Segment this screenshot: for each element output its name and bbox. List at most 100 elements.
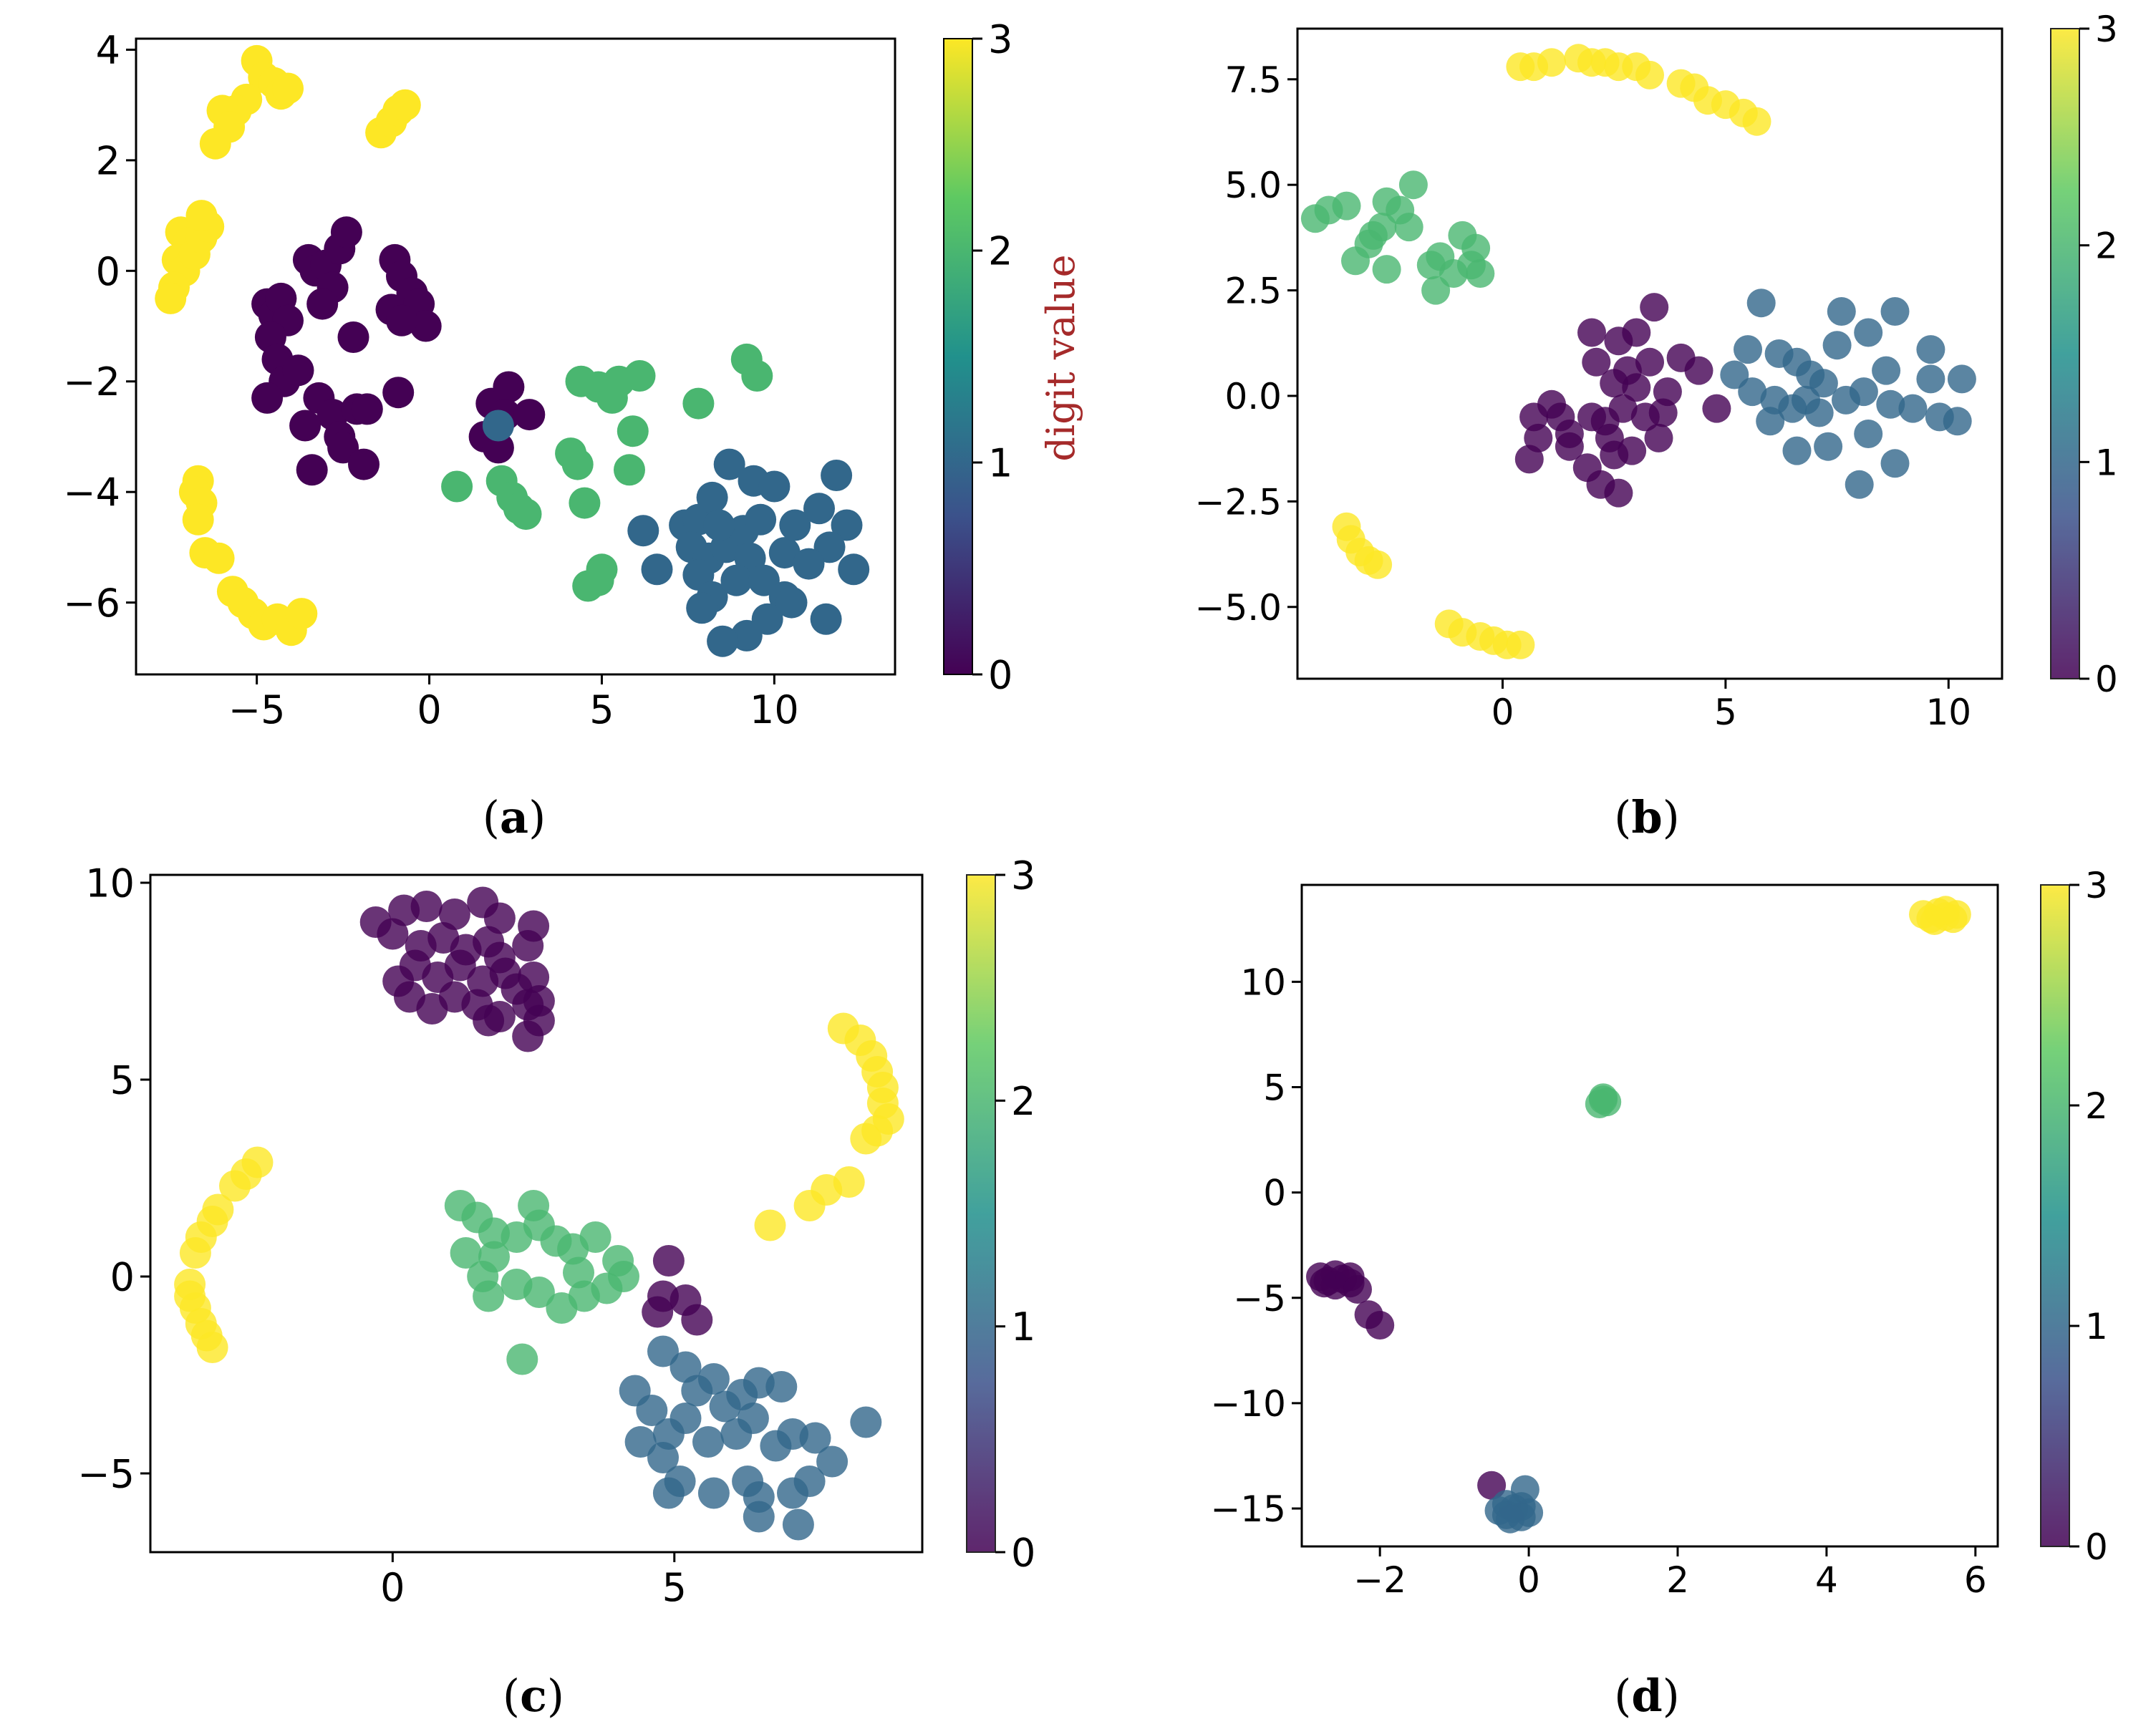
panel-c-point [799, 1422, 831, 1454]
panel-a-point [272, 72, 304, 105]
panel-c-point [636, 1395, 668, 1426]
panel-d-point [1589, 1083, 1618, 1113]
panel-d-x-tick-label: 2 [1666, 1559, 1689, 1601]
panel-a-point [185, 200, 218, 232]
panel-b-point [1738, 377, 1767, 407]
panel-a-point [745, 503, 777, 536]
panel-d-points [1306, 896, 1971, 1534]
panel-b-point [1439, 259, 1468, 288]
panel-c-point [483, 902, 516, 934]
panel-a-y-tick-label: 2 [96, 138, 120, 183]
panel-a-x-tick-label: −5 [228, 687, 286, 732]
panel-a-point [441, 470, 473, 503]
panel-a-colorbar-tick-label: 3 [988, 16, 1012, 62]
panel-a-caption-letter: a [500, 791, 528, 843]
panel-c-point [444, 949, 476, 982]
panel-a-point [779, 509, 811, 541]
panel-a-point [775, 586, 808, 619]
panel-a-point [617, 415, 649, 447]
panel-b-point [1421, 276, 1451, 305]
panel-a-point [330, 216, 362, 248]
panel-b-point [1782, 436, 1812, 465]
panel-a-x-tick-label: 10 [750, 687, 799, 732]
panel-a-points [155, 44, 870, 657]
panel-a-point [561, 448, 594, 480]
panel-c-colorbar-tick-label: 2 [1011, 1079, 1035, 1124]
panel-a-y-tick-label: −4 [63, 470, 120, 515]
panel-b-point [1898, 394, 1928, 423]
panel-a-point [482, 410, 514, 442]
panel-c-caption-letter: c [520, 1670, 547, 1722]
panel-a-y-tick-label: −6 [63, 581, 120, 626]
panel-b-point [1822, 331, 1852, 360]
panel-b-point [1577, 402, 1606, 432]
panel-a-point [482, 432, 514, 464]
panel-a-point [286, 598, 318, 630]
panel-a-point [296, 454, 328, 486]
panel-d-caption: (d) [1614, 1670, 1680, 1722]
panel-a-y-ticks: −6 −4 −2 0 2 4 [63, 28, 136, 626]
panel-b-point [1916, 364, 1945, 394]
panel-c-point [410, 891, 443, 922]
panel-b-colorbar-tick-label: 0 [2095, 659, 2118, 700]
panel-a-point [386, 304, 417, 336]
panel-c-point [681, 1304, 713, 1336]
panel-b-point [1600, 440, 1629, 470]
panel-b-point [1358, 221, 1388, 250]
panel-b-points [1300, 44, 1976, 659]
panel-a-point [641, 553, 673, 586]
panel-c-point [782, 1508, 814, 1541]
panel-d-y-tick-label: 5 [1263, 1067, 1286, 1108]
panel-b-point [1466, 259, 1495, 288]
panel-a-point [382, 377, 415, 409]
panel-c-point [793, 1466, 826, 1497]
panel-b-point [1341, 246, 1370, 276]
panel-c-point [202, 1193, 234, 1226]
panel-d-point [1931, 896, 1961, 925]
panel-c-x-tick-label: 5 [662, 1565, 687, 1610]
panel-a-point [569, 487, 601, 519]
panel-b-y-tick-label: 5.0 [1224, 165, 1282, 206]
panel-d-point [1365, 1311, 1395, 1340]
panel-a-point [348, 448, 380, 480]
panel-a-colorbar-tick-label: 2 [988, 228, 1012, 273]
panel-b-colorbar-ticks: 0 1 2 3 [2079, 9, 2118, 700]
panel-b-point [1394, 213, 1423, 242]
panel-b-caption: (b) [1614, 791, 1680, 843]
panel-d-y-ticks: −15 −10 −5 0 5 10 [1210, 962, 1302, 1530]
panel-a-point [203, 542, 235, 574]
panel-c-colorbar-tick-label: 1 [1011, 1304, 1035, 1350]
panel-c-point [642, 1296, 674, 1328]
panel-b-point [1804, 398, 1834, 427]
panel-b-point [1622, 373, 1651, 402]
panel-d-y-tick-label: −10 [1210, 1383, 1286, 1425]
panel-c-point [501, 1269, 533, 1300]
panel-a-y-tick-label: −2 [63, 359, 120, 405]
panel-c-caption: (c) [503, 1670, 564, 1722]
panel-b-x-tick-label: 0 [1492, 692, 1514, 733]
panel-c-point [669, 1351, 702, 1383]
panel-b-axes-frame [1296, 27, 2003, 680]
panel-a-point [810, 603, 842, 635]
panel-a-point [831, 509, 863, 541]
panel-c-x-tick-label: 0 [380, 1565, 405, 1610]
panel-b-point [1537, 48, 1566, 77]
panel-a-point [282, 354, 314, 387]
panel-a-x-ticks: −5 0 5 10 [228, 674, 799, 732]
panel-a-point [351, 393, 383, 425]
panel-b-point [1363, 550, 1393, 579]
panel-b-point [1880, 449, 1910, 478]
panel-b-point [1577, 318, 1606, 347]
panel-d-x-tick-label: −2 [1353, 1559, 1406, 1601]
panel-b-point [1572, 453, 1602, 483]
panel-c-point [743, 1501, 775, 1533]
panel-a-point [793, 548, 825, 580]
panel-a-point [251, 382, 284, 414]
panel-b-point [1372, 255, 1401, 284]
panel-a-point [696, 481, 728, 513]
panel-a-point [624, 360, 656, 392]
panel-a-colorbar-tick-label: 1 [988, 440, 1012, 485]
panel-b-point [1332, 191, 1361, 221]
